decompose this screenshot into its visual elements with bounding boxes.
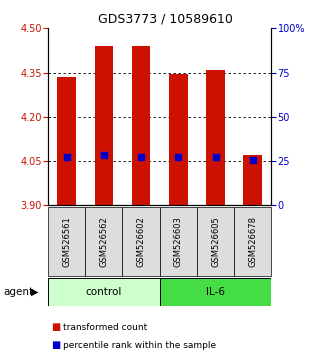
Text: transformed count: transformed count xyxy=(63,323,147,332)
Bar xyxy=(244,155,262,205)
Text: ▶: ▶ xyxy=(31,287,38,297)
FancyBboxPatch shape xyxy=(234,207,271,276)
Bar xyxy=(206,70,225,205)
Text: GSM526678: GSM526678 xyxy=(248,216,257,267)
FancyBboxPatch shape xyxy=(197,207,234,276)
FancyBboxPatch shape xyxy=(85,207,122,276)
FancyBboxPatch shape xyxy=(160,279,271,306)
FancyBboxPatch shape xyxy=(48,279,160,306)
Text: GSM526603: GSM526603 xyxy=(174,216,183,267)
Text: GSM526602: GSM526602 xyxy=(137,216,146,267)
FancyBboxPatch shape xyxy=(48,207,85,276)
Bar xyxy=(95,46,113,205)
Text: GSM526605: GSM526605 xyxy=(211,216,220,267)
Text: ■: ■ xyxy=(51,322,61,332)
Bar xyxy=(169,74,188,205)
Text: GDS3773 / 10589610: GDS3773 / 10589610 xyxy=(98,12,233,25)
Bar xyxy=(57,77,76,205)
Text: control: control xyxy=(86,287,122,297)
FancyBboxPatch shape xyxy=(122,207,160,276)
Text: IL-6: IL-6 xyxy=(206,287,225,297)
Text: GSM526562: GSM526562 xyxy=(99,216,108,267)
Text: percentile rank within the sample: percentile rank within the sample xyxy=(63,341,216,350)
FancyBboxPatch shape xyxy=(160,207,197,276)
Bar xyxy=(132,46,150,205)
Text: agent: agent xyxy=(3,287,33,297)
Text: ■: ■ xyxy=(51,340,61,350)
Text: GSM526561: GSM526561 xyxy=(62,216,71,267)
